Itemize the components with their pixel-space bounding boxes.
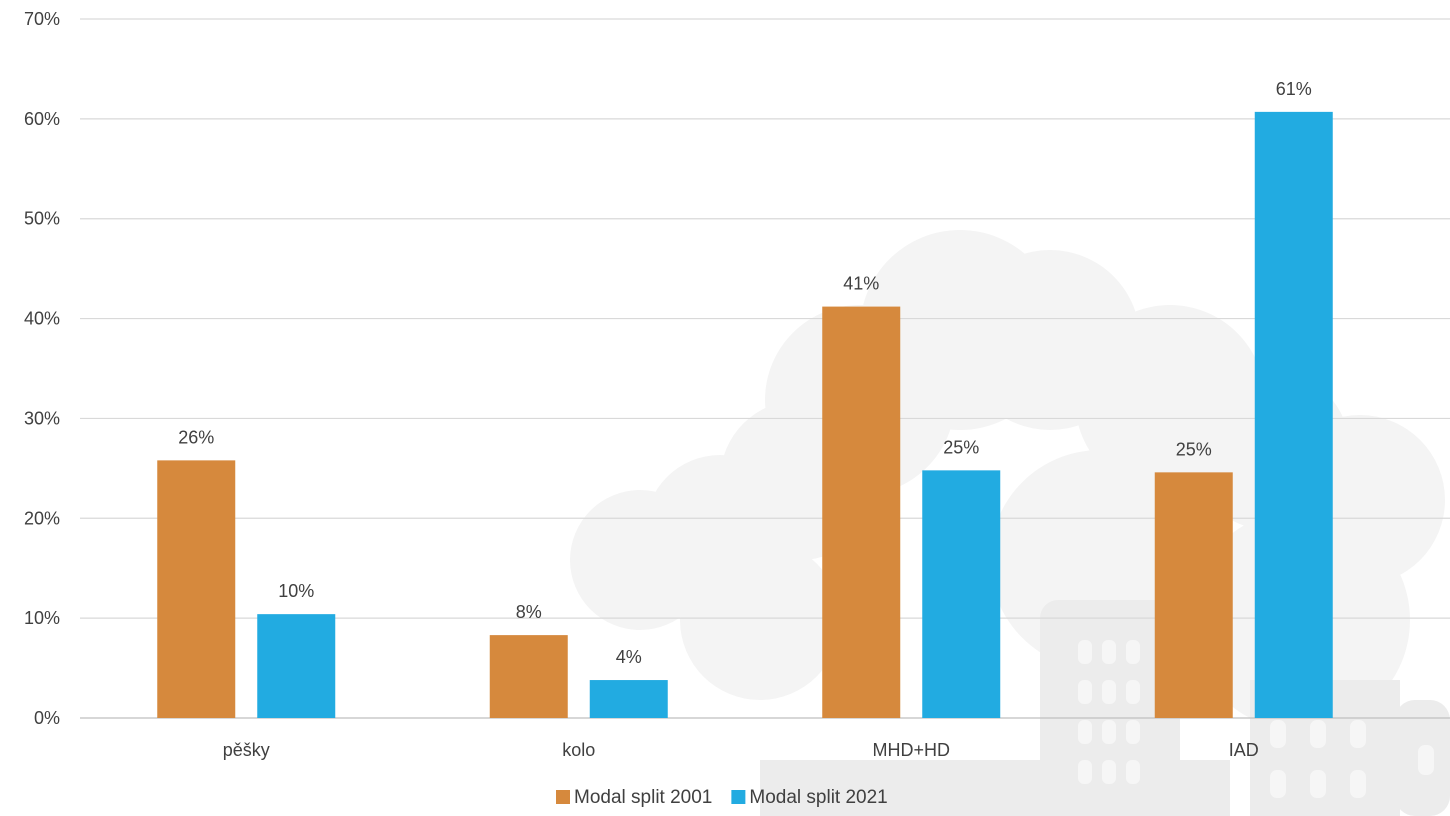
y-tick-label: 40% bbox=[24, 309, 60, 329]
data-label: 41% bbox=[843, 274, 879, 294]
x-category-label: pěšky bbox=[223, 740, 270, 760]
bar bbox=[1154, 472, 1233, 718]
data-label: 10% bbox=[278, 581, 314, 601]
bar bbox=[157, 460, 236, 718]
data-labels: 26% 10% 8% 4% 41% 25% 25% 61% bbox=[178, 79, 1312, 667]
data-label: 25% bbox=[943, 437, 979, 457]
legend-label: Modal split 2021 bbox=[749, 787, 887, 808]
data-label: 4% bbox=[616, 647, 642, 667]
y-tick-label: 70% bbox=[24, 9, 60, 29]
bar bbox=[589, 680, 668, 718]
y-tick-label: 0% bbox=[34, 708, 60, 728]
data-label: 25% bbox=[1176, 439, 1212, 459]
y-tick-label: 10% bbox=[24, 608, 60, 628]
x-category-label: MHD+HD bbox=[872, 740, 950, 760]
x-category-label: kolo bbox=[562, 740, 595, 760]
y-tick-label: 60% bbox=[24, 109, 60, 129]
legend-swatch bbox=[731, 790, 746, 804]
legend-swatch bbox=[556, 790, 570, 804]
y-tick-label: 30% bbox=[24, 408, 60, 428]
bar bbox=[822, 306, 901, 718]
data-label: 26% bbox=[178, 427, 214, 447]
y-tick-label: 50% bbox=[24, 209, 60, 229]
y-axis: 0% 10% 20% 30% 40% 50% 60% 70% bbox=[24, 9, 60, 728]
data-label: 8% bbox=[516, 602, 542, 622]
legend: Modal split 2001 Modal split 2021 bbox=[556, 787, 888, 808]
y-tick-label: 20% bbox=[24, 508, 60, 528]
x-category-label: IAD bbox=[1229, 740, 1259, 760]
bar bbox=[1254, 111, 1333, 719]
legend-label: Modal split 2001 bbox=[574, 787, 712, 808]
data-label: 61% bbox=[1276, 79, 1312, 99]
bar bbox=[489, 635, 568, 718]
bar bbox=[257, 614, 336, 718]
x-axis: pěšky kolo MHD+HD IAD bbox=[223, 740, 1259, 760]
bars bbox=[157, 111, 1333, 719]
bar bbox=[922, 470, 1001, 718]
